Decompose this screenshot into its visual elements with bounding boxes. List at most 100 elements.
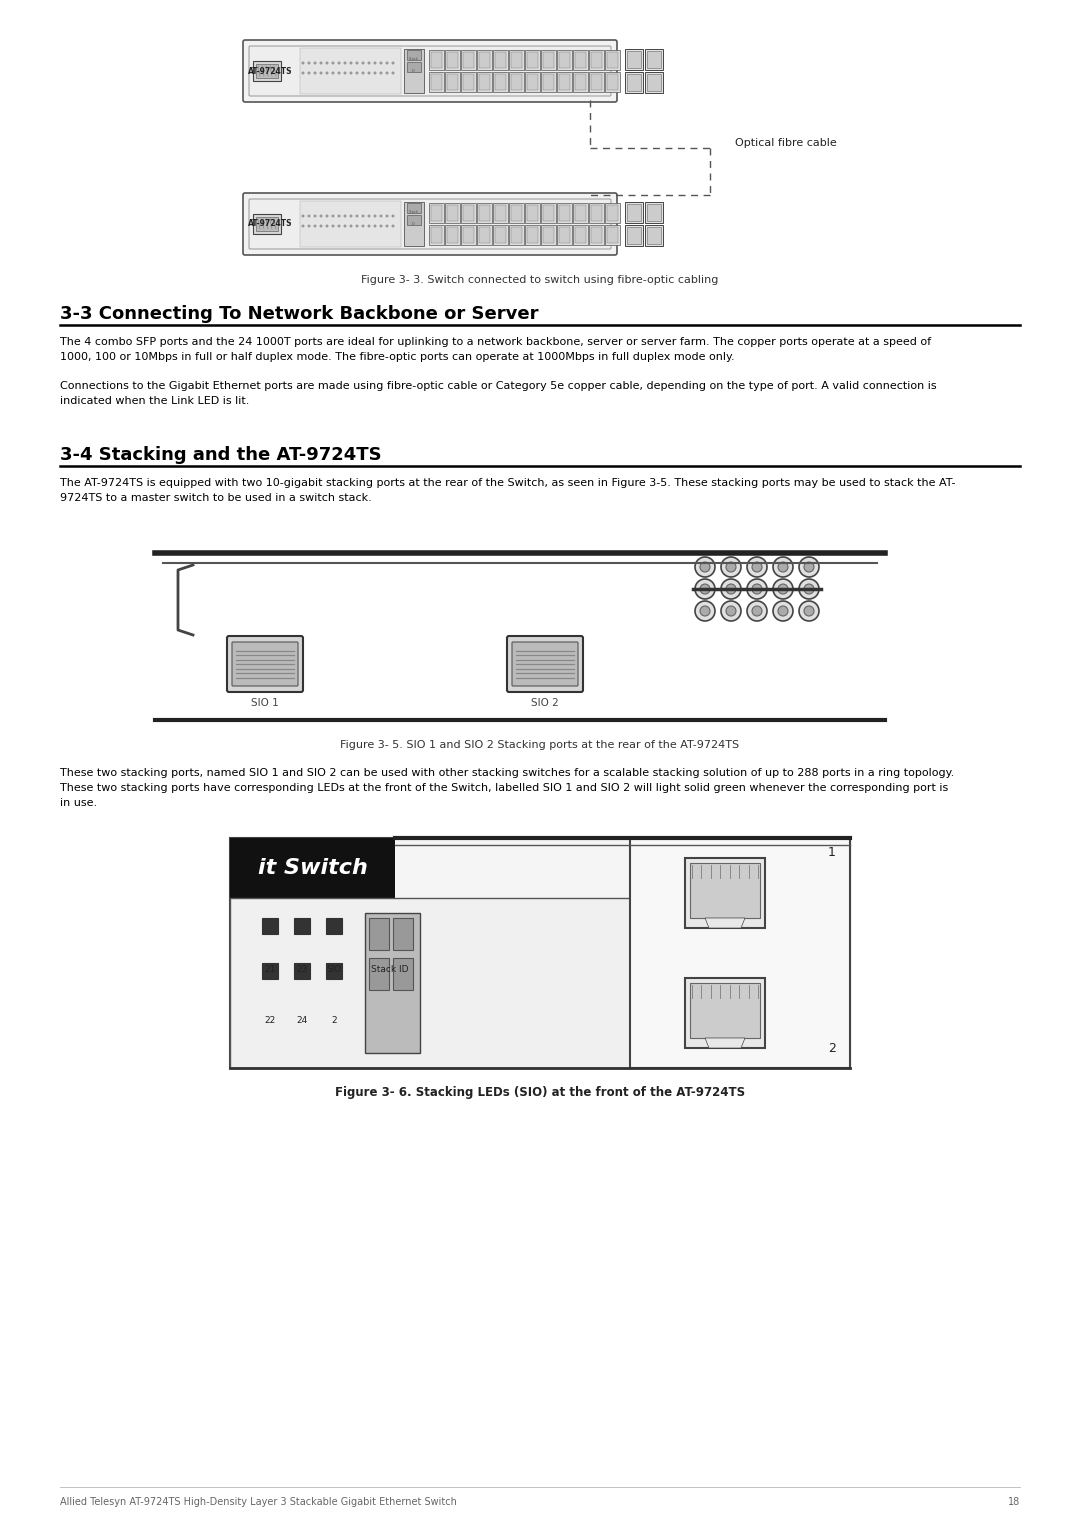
- Text: 2: 2: [332, 1015, 337, 1025]
- Bar: [230, 838, 850, 1067]
- Circle shape: [355, 72, 359, 75]
- Circle shape: [320, 72, 323, 75]
- Circle shape: [696, 602, 715, 621]
- Circle shape: [350, 61, 352, 64]
- Text: These two stacking ports, named SIO 1 and SIO 2 can be used with other stacking : These two stacking ports, named SIO 1 an…: [60, 768, 955, 777]
- Circle shape: [362, 72, 365, 75]
- Text: 21: 21: [265, 965, 275, 974]
- Circle shape: [721, 557, 741, 577]
- Bar: [461, 72, 476, 92]
- FancyBboxPatch shape: [249, 199, 611, 249]
- Circle shape: [362, 224, 365, 228]
- Bar: [294, 918, 310, 935]
- Bar: [431, 73, 442, 90]
- Bar: [543, 205, 554, 221]
- Circle shape: [799, 602, 819, 621]
- Circle shape: [773, 579, 793, 599]
- Text: The 4 combo SFP ports and the 24 1000T ports are ideal for uplinking to a networ: The 4 combo SFP ports and the 24 1000T p…: [60, 337, 931, 347]
- Bar: [509, 224, 524, 244]
- FancyBboxPatch shape: [227, 637, 303, 692]
- Bar: [525, 203, 540, 223]
- Bar: [495, 228, 507, 243]
- Circle shape: [391, 61, 394, 64]
- Circle shape: [308, 224, 311, 228]
- Polygon shape: [705, 1038, 745, 1048]
- Circle shape: [379, 61, 382, 64]
- Circle shape: [355, 214, 359, 217]
- Bar: [647, 50, 661, 69]
- Circle shape: [313, 61, 316, 64]
- Bar: [589, 224, 604, 244]
- Circle shape: [804, 606, 814, 615]
- Bar: [645, 224, 663, 246]
- Bar: [429, 50, 444, 70]
- Bar: [393, 957, 413, 989]
- Text: ID: ID: [413, 69, 416, 73]
- Bar: [461, 224, 476, 244]
- Circle shape: [325, 224, 328, 228]
- Bar: [509, 203, 524, 223]
- Bar: [525, 72, 540, 92]
- Bar: [480, 205, 490, 221]
- Text: Figure 3- 3. Switch connected to switch using fibre-optic cabling: Figure 3- 3. Switch connected to switch …: [362, 275, 718, 286]
- Text: Connections to the Gigabit Ethernet ports are made using fibre-optic cable or Ca: Connections to the Gigabit Ethernet port…: [60, 382, 936, 391]
- Bar: [404, 202, 424, 246]
- Bar: [559, 73, 570, 90]
- Bar: [647, 228, 661, 244]
- Circle shape: [752, 562, 762, 573]
- Bar: [262, 918, 278, 935]
- Circle shape: [374, 214, 377, 217]
- Bar: [262, 964, 278, 979]
- Bar: [625, 72, 643, 93]
- Bar: [404, 49, 424, 93]
- Bar: [589, 72, 604, 92]
- Bar: [557, 224, 572, 244]
- Circle shape: [325, 72, 328, 75]
- Bar: [447, 228, 458, 243]
- Bar: [625, 49, 643, 70]
- Circle shape: [337, 61, 340, 64]
- Circle shape: [726, 606, 735, 615]
- Text: These two stacking ports have corresponding LEDs at the front of the Switch, lab: These two stacking ports have correspond…: [60, 783, 948, 793]
- Text: SIO 1: SIO 1: [252, 698, 279, 709]
- Bar: [557, 203, 572, 223]
- Circle shape: [386, 214, 389, 217]
- Text: 1: 1: [828, 846, 836, 860]
- Bar: [511, 205, 522, 221]
- Bar: [326, 964, 342, 979]
- Bar: [365, 913, 420, 1054]
- Circle shape: [343, 61, 347, 64]
- Polygon shape: [705, 918, 745, 928]
- Circle shape: [320, 224, 323, 228]
- Circle shape: [721, 579, 741, 599]
- Bar: [591, 228, 602, 243]
- Circle shape: [350, 214, 352, 217]
- Text: in use.: in use.: [60, 799, 97, 808]
- Bar: [495, 52, 507, 69]
- Bar: [326, 918, 342, 935]
- Text: 24: 24: [296, 1015, 308, 1025]
- Circle shape: [391, 224, 394, 228]
- Circle shape: [313, 224, 316, 228]
- Bar: [463, 228, 474, 243]
- Circle shape: [350, 72, 352, 75]
- FancyBboxPatch shape: [512, 641, 578, 686]
- Bar: [573, 224, 588, 244]
- Bar: [573, 203, 588, 223]
- Bar: [591, 52, 602, 69]
- Bar: [541, 203, 556, 223]
- Bar: [477, 224, 492, 244]
- Bar: [429, 203, 444, 223]
- Bar: [525, 50, 540, 70]
- Circle shape: [320, 214, 323, 217]
- Text: 2: 2: [828, 1041, 836, 1055]
- Bar: [527, 205, 538, 221]
- Circle shape: [379, 214, 382, 217]
- Bar: [492, 203, 508, 223]
- Bar: [627, 73, 642, 92]
- Bar: [407, 63, 421, 72]
- Circle shape: [367, 214, 370, 217]
- Circle shape: [721, 602, 741, 621]
- Circle shape: [337, 72, 340, 75]
- Bar: [447, 52, 458, 69]
